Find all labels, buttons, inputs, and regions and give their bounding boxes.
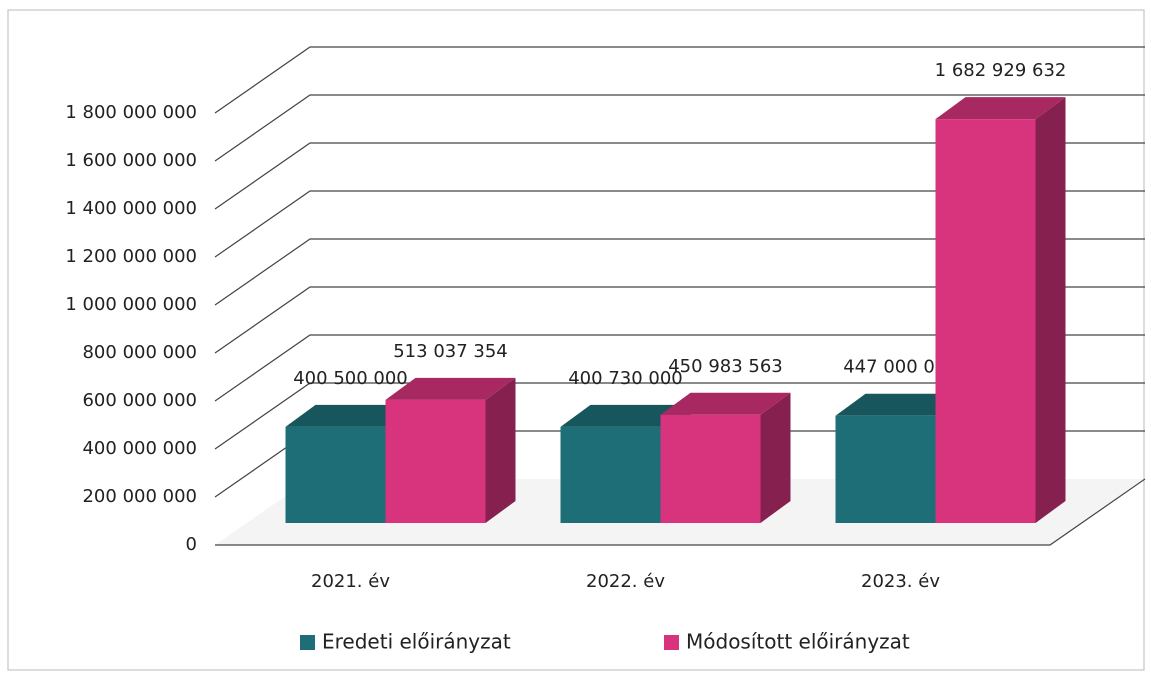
bar-front — [660, 414, 761, 523]
grid-line — [214, 334, 1145, 402]
y-tick-label: 1 200 000 000 — [65, 246, 197, 267]
grid-line — [214, 94, 1145, 162]
legend-swatch — [300, 635, 315, 650]
grid-line — [214, 286, 1145, 354]
value-label: 447 000 000 — [843, 357, 958, 378]
chart-frame — [7, 9, 1145, 671]
x-tick-label: 2022. év — [586, 571, 665, 592]
legend-swatch — [664, 635, 679, 650]
grid-line — [214, 190, 1145, 258]
grid-line — [215, 478, 1146, 546]
y-tick-label: 600 000 000 — [82, 390, 197, 411]
bar-top — [935, 97, 1066, 120]
value-label: 513 037 354 — [393, 341, 508, 362]
value-label: 450 983 563 — [668, 356, 783, 377]
value-label: 400 500 000 — [293, 368, 408, 389]
x-tick-label: 2023. év — [861, 571, 940, 592]
grid-line — [214, 46, 1145, 114]
bar-front — [835, 415, 936, 523]
value-label: 1 682 929 632 — [935, 60, 1067, 81]
y-tick-label: 1 000 000 000 — [65, 294, 197, 315]
bar-side — [760, 392, 791, 523]
x-tick-label: 2021. év — [311, 571, 390, 592]
bar-top — [560, 404, 691, 427]
bar-front — [560, 426, 661, 523]
legend-label: Módosított előirányzat — [686, 630, 910, 654]
bar-side — [1035, 97, 1066, 523]
bar-front — [935, 119, 1036, 523]
y-tick-label: 1 400 000 000 — [65, 198, 197, 219]
bar-top — [285, 404, 416, 427]
y-tick-label: 1 600 000 000 — [65, 150, 197, 171]
bar-top — [660, 392, 791, 415]
grid-line — [214, 142, 1145, 210]
grid-line — [214, 238, 1145, 306]
bar-front — [385, 399, 486, 523]
bar-front — [285, 426, 386, 523]
grid-line — [214, 382, 1145, 450]
y-tick-label: 0 — [186, 534, 197, 555]
y-tick-label: 200 000 000 — [82, 486, 197, 507]
bar — [385, 377, 516, 523]
y-tick-label: 400 000 000 — [82, 438, 197, 459]
legend-label: Eredeti előirányzat — [322, 630, 511, 654]
bar-side — [485, 377, 516, 523]
bar — [935, 97, 1066, 523]
bar — [660, 392, 791, 523]
value-label: 400 730 000 — [568, 368, 683, 389]
bar-top — [835, 393, 966, 416]
y-tick-label: 1 800 000 000 — [65, 102, 197, 123]
y-tick-label: 800 000 000 — [82, 342, 197, 363]
bar-top — [385, 377, 516, 400]
